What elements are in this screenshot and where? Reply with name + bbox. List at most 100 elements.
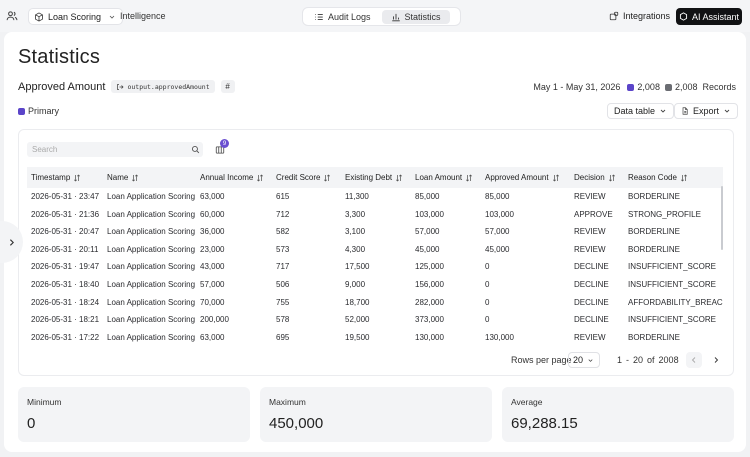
project-selector[interactable]: Loan Scoring (28, 8, 124, 25)
cell-name: Loan Application Scoring (107, 227, 196, 237)
search-input[interactable] (27, 142, 203, 157)
chevron-left-icon (691, 357, 696, 363)
table-row[interactable]: 2026-05-31 · 18:24 Loan Application Scori… (27, 294, 723, 312)
cell-approved-amount: 130,000 (485, 332, 514, 342)
file-icon (682, 107, 688, 115)
table-row[interactable]: 2026-05-31 · 20:11 Loan Application Scori… (27, 241, 723, 259)
cell-decision: REVIEW (574, 332, 606, 342)
cell-reason-code: INSUFFICIENT_SCORE (628, 262, 717, 272)
cell-reason-code: BORDERLINE (628, 227, 681, 237)
table-header: Timestamp Name Annual Income Credit Score Ex… (27, 167, 723, 188)
cell-decision: APPROVE (574, 209, 613, 219)
columns-button[interactable] (212, 142, 228, 157)
cell-credit-score: 506 (276, 280, 290, 289)
previous-page-button[interactable] (686, 352, 702, 368)
tab-statistics-label: Statistics (404, 11, 441, 22)
column-header-label: Annual Income (200, 173, 254, 182)
cell-name: Loan Application Scoring (107, 280, 196, 289)
cell-credit-score: 615 (276, 192, 290, 201)
column-header-name[interactable]: Name (107, 173, 139, 182)
integrations-button[interactable]: Integrations (609, 11, 670, 21)
sort-icon[interactable] (73, 173, 81, 182)
export-button[interactable]: Export (674, 103, 739, 119)
cube-icon (35, 11, 43, 22)
column-header-annual-income[interactable]: Annual Income (200, 173, 264, 182)
sort-icon[interactable] (680, 173, 688, 182)
cell-reason-code: BORDERLINE (628, 244, 681, 254)
table-row[interactable]: 2026-05-31 · 18:40 Loan Application Scori… (27, 276, 723, 294)
cell-approved-amount: 0 (485, 262, 490, 272)
output-path-chip[interactable]: output.approvedAmount (111, 80, 215, 93)
cell-loan-amount: 282,000 (415, 297, 444, 307)
cell-annual-income: 57,000 (200, 280, 225, 289)
column-header-decision[interactable]: Decision (574, 173, 616, 182)
bar-chart-icon (391, 13, 400, 21)
hexagon-icon (679, 12, 688, 21)
cell-name: Loan Application Scoring (107, 332, 196, 342)
cell-existing-debt: 9,000 (345, 280, 366, 289)
column-header-loan-amount[interactable]: Loan Amount (415, 173, 473, 182)
tab-statistics[interactable]: Statistics (381, 9, 450, 24)
cell-decision: DECLINE (574, 315, 609, 325)
tab-audit-logs[interactable]: Audit Logs (305, 10, 380, 24)
data-table-dropdown[interactable]: Data table (607, 103, 675, 119)
sidebar-toggle[interactable] (0, 221, 23, 263)
legend-label: Primary (28, 106, 59, 116)
cell-annual-income: 60,000 (200, 209, 225, 219)
date-range[interactable]: May 1 - May 31, 2026 (533, 82, 621, 92)
sort-icon[interactable] (256, 173, 264, 182)
column-header-credit-score[interactable]: Credit Score (276, 173, 331, 182)
cell-loan-amount: 156,000 (415, 280, 444, 289)
cell-annual-income: 23,000 (200, 244, 225, 254)
stat-maximum-value: 450,000 (269, 415, 324, 432)
table-row[interactable]: 2026-05-31 · 21:36 Loan Application Scori… (27, 206, 723, 224)
cell-name: Loan Application Scoring (107, 209, 196, 219)
output-path: output.approvedAmount (127, 82, 210, 91)
chevron-down-icon (109, 15, 115, 19)
column-header-label: Reason Code (628, 173, 677, 182)
sort-icon[interactable] (608, 173, 616, 182)
cell-loan-amount: 130,000 (415, 332, 444, 342)
legend-primary: Primary (18, 106, 59, 116)
table-scrollbar[interactable] (721, 186, 723, 250)
ai-assistant-label: AI Assistant (691, 11, 740, 22)
cell-existing-debt: 19,500 (345, 332, 370, 342)
users-icon[interactable] (6, 10, 18, 22)
cell-annual-income: 70,000 (200, 297, 225, 307)
cell-approved-amount: 45,000 (485, 244, 510, 254)
table-row[interactable]: 2026-05-31 · 23:47 Loan Application Scori… (27, 188, 723, 206)
list-icon (315, 13, 323, 20)
hash-chip[interactable]: # (220, 80, 235, 93)
cell-reason-code: INSUFFICIENT_SCORE (628, 315, 717, 325)
metric-name: Approved Amount (18, 80, 106, 93)
table-row[interactable]: 2026-05-31 · 20:47 Loan Application Scori… (27, 223, 723, 241)
cell-credit-score: 573 (276, 244, 290, 254)
column-header-label: Credit Score (276, 173, 321, 182)
table-row[interactable]: 2026-05-31 · 19:47 Loan Application Scori… (27, 258, 723, 276)
search-icon[interactable] (191, 145, 200, 154)
stat-average: Average 69,288.15 (502, 387, 734, 442)
sort-icon[interactable] (552, 173, 560, 182)
sort-icon[interactable] (131, 173, 139, 182)
table-row[interactable]: 2026-05-31 · 17:22 Loan Application Scori… (27, 329, 723, 344)
rows-per-page-select[interactable]: 20 (568, 352, 600, 368)
columns-icon (215, 145, 225, 154)
breadcrumb-section[interactable]: Intelligence (120, 11, 166, 21)
stat-average-label: Average (511, 397, 543, 407)
cell-credit-score: 712 (276, 209, 290, 219)
export-label: Export (693, 106, 720, 116)
ai-assistant-button[interactable]: AI Assistant (676, 8, 742, 25)
sort-icon[interactable] (395, 173, 403, 182)
cell-decision: DECLINE (574, 297, 609, 307)
column-header-approved-amount[interactable]: Approved Amount (485, 173, 560, 182)
table-row[interactable]: 2026-05-31 · 18:21 Loan Application Scori… (27, 311, 723, 329)
column-header-existing-debt[interactable]: Existing Debt (345, 173, 403, 182)
cell-reason-code: STRONG_PROFILE (628, 209, 701, 219)
next-page-button[interactable] (708, 352, 724, 368)
sort-icon[interactable] (465, 173, 473, 182)
sort-icon[interactable] (323, 173, 331, 182)
column-header-timestamp[interactable]: Timestamp (31, 173, 81, 182)
legend-swatch (18, 107, 25, 115)
column-header-reason-code[interactable]: Reason Code (628, 173, 688, 182)
cell-decision: REVIEW (574, 227, 606, 237)
